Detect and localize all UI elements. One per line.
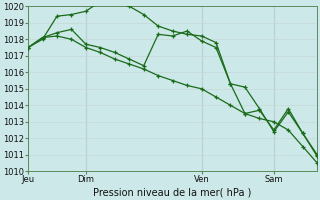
X-axis label: Pression niveau de la mer( hPa ): Pression niveau de la mer( hPa ) <box>93 187 252 197</box>
